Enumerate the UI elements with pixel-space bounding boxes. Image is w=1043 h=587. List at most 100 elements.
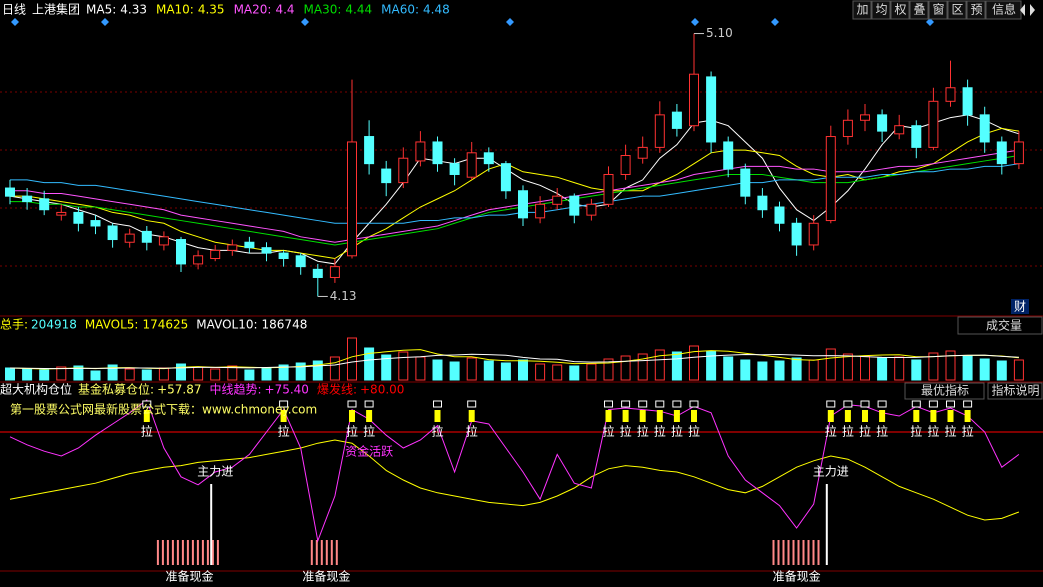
indicator-line — [9, 439, 1020, 521]
candle-body — [552, 195, 563, 205]
candle-body — [654, 114, 665, 148]
mavol-value: 174625 — [142, 318, 188, 332]
volume-bar — [996, 360, 1007, 381]
volume-bar — [176, 363, 186, 381]
toolbar-button[interactable] — [852, 0, 872, 20]
candle-body — [706, 76, 717, 143]
toolbar-button[interactable] — [909, 0, 929, 20]
signal-box — [604, 400, 613, 408]
candle-body — [1013, 141, 1024, 165]
annotation: 资金活跃 — [345, 444, 393, 459]
volume-bar — [381, 354, 392, 381]
volume-bar — [483, 360, 494, 381]
signal-label: 拉 — [466, 424, 478, 439]
volume-bar — [740, 359, 751, 381]
candle-body — [723, 141, 734, 170]
signal-bar — [691, 410, 697, 422]
candle-body — [347, 141, 357, 257]
badge-box — [1011, 299, 1029, 314]
indicator-button[interactable] — [904, 382, 985, 400]
extreme-label: 4.13 — [330, 289, 357, 303]
toolbar-label: 区 — [951, 3, 963, 17]
signal-box — [621, 400, 631, 408]
candle-body — [979, 114, 990, 143]
ma-value: 4.44 — [345, 3, 372, 17]
signal-box — [433, 400, 442, 408]
candle-body — [193, 255, 204, 265]
candle-body — [364, 136, 375, 165]
signal-box — [467, 400, 477, 408]
toolbar-button[interactable] — [928, 0, 948, 20]
candle-body — [449, 163, 460, 175]
ma-name: MA60: — [381, 3, 419, 17]
signal-box — [843, 400, 853, 408]
candle-body — [894, 125, 905, 135]
toolbar-label: 加 — [856, 3, 868, 17]
candle-body — [398, 157, 409, 184]
nav-arrows[interactable] — [1020, 4, 1035, 16]
volume-bar — [22, 368, 33, 381]
toolbar-label: 均 — [875, 3, 887, 17]
signal-box — [672, 400, 682, 408]
candle-body — [569, 195, 580, 216]
signal-bar — [862, 410, 868, 422]
volume-bar — [979, 358, 990, 381]
toolbar-button[interactable] — [871, 0, 891, 20]
info-markers — [11, 18, 934, 26]
signal-label: 拉 — [620, 424, 632, 439]
candle-body — [689, 73, 699, 127]
mavol-name: MAVOL5: — [85, 318, 139, 332]
candle-body — [244, 241, 255, 249]
ma-name: MA5: — [86, 3, 116, 17]
candle-body — [22, 195, 33, 203]
info-marker — [101, 18, 109, 26]
toolbar-button[interactable] — [947, 0, 967, 20]
signal-box — [347, 400, 357, 408]
signal-label: 拉 — [278, 424, 290, 439]
threshold-value: +80.00 — [360, 383, 404, 397]
candle-body — [620, 155, 631, 175]
candle-body — [962, 87, 973, 116]
volume-bar — [757, 361, 768, 381]
signal-label: 拉 — [346, 424, 358, 439]
period: 日线 — [2, 3, 26, 17]
volume-bar — [928, 352, 939, 381]
candle-body — [329, 266, 340, 278]
stock-name: 上港集团 — [32, 2, 80, 17]
candle-body — [518, 190, 528, 219]
indicator-subtitle: 第一股票公式网最新股票公式下载：www.chmoney.com — [10, 402, 317, 417]
signal-bar — [879, 410, 886, 422]
ma-line — [10, 155, 1019, 246]
signal-bar — [468, 410, 475, 422]
signal-bar — [280, 410, 287, 422]
volume-button[interactable] — [957, 316, 1043, 335]
signal-box — [860, 400, 870, 408]
indicator-button[interactable] — [987, 382, 1043, 400]
signal-label: 拉 — [431, 424, 443, 439]
candle-body — [141, 230, 152, 243]
candle-body — [637, 146, 648, 159]
toolbar-button[interactable] — [890, 0, 910, 20]
candle-body — [825, 136, 836, 222]
candle-body — [261, 247, 272, 254]
toolbar-label: 叠 — [913, 3, 925, 17]
toolbar-label: 预 — [970, 3, 982, 17]
toolbar-button[interactable] — [966, 0, 986, 20]
signal-label: 拉 — [962, 424, 974, 439]
volume-bar — [329, 356, 340, 381]
signal-bar — [639, 410, 646, 422]
signal-bar — [947, 410, 954, 422]
volume-bar — [466, 357, 477, 381]
candle-body — [56, 211, 67, 216]
candle-body — [757, 195, 768, 211]
candle-body — [603, 173, 614, 205]
signal-label: 拉 — [876, 424, 888, 439]
signal-bar — [605, 410, 612, 422]
mavol-value: 186748 — [262, 318, 308, 332]
volume-bar — [432, 359, 443, 381]
signal-bar — [434, 410, 441, 422]
candle-body — [740, 168, 751, 197]
signal-label: 拉 — [363, 424, 375, 439]
ma-name: MA20: — [234, 3, 272, 17]
